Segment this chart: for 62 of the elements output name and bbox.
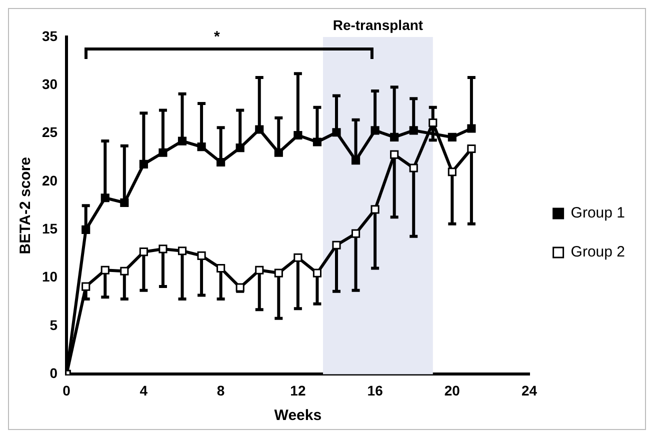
- y-tick-label: 20: [42, 172, 58, 188]
- point: [197, 251, 206, 260]
- point: [274, 148, 283, 157]
- x-tick-label: 24: [522, 382, 538, 398]
- x-tick-label: 4: [140, 382, 148, 398]
- annotation: *: [214, 28, 220, 46]
- point: [448, 132, 456, 142]
- point: [467, 124, 476, 133]
- y-tick-label: 25: [42, 124, 58, 140]
- point: [178, 136, 187, 146]
- band-label: Re-transplant: [332, 16, 424, 33]
- point: [428, 118, 438, 128]
- point: [409, 164, 418, 172]
- x-tick-label: 8: [216, 382, 225, 398]
- point: [332, 128, 341, 137]
- y-axis-title: BETA-2 score: [17, 156, 34, 254]
- y-tick-label: 0: [50, 365, 58, 382]
- point: [197, 142, 206, 152]
- x-tick-label: 0: [62, 382, 71, 398]
- point: [467, 144, 476, 154]
- point: [370, 126, 380, 135]
- point: [409, 126, 418, 135]
- point: [216, 158, 226, 167]
- point: [294, 130, 302, 140]
- y-tick-label: 15: [42, 220, 58, 237]
- point: [255, 125, 264, 134]
- point: [351, 156, 360, 165]
- point: [236, 144, 244, 152]
- point: [82, 282, 90, 291]
- point: [274, 268, 283, 278]
- point: [332, 240, 341, 250]
- point: [390, 150, 399, 159]
- point: [139, 248, 148, 256]
- point: [448, 168, 456, 176]
- point: [216, 264, 226, 273]
- point: [139, 160, 148, 168]
- point: [120, 266, 129, 276]
- point: [120, 198, 129, 207]
- point: [294, 253, 302, 262]
- point: [100, 194, 110, 202]
- y-tick-label: 5: [50, 316, 58, 333]
- y-tick-label: 35: [42, 28, 58, 44]
- point: [312, 268, 322, 278]
- point: [178, 246, 187, 256]
- point: [236, 283, 244, 292]
- x-axis-title: Weeks: [274, 407, 322, 424]
- x-tick-label: 20: [444, 382, 460, 398]
- y-tick-label: 10: [42, 268, 58, 285]
- x-tick-label: 12: [290, 382, 306, 398]
- point: [370, 205, 380, 214]
- point: [158, 148, 168, 157]
- x-tick-label: 16: [367, 382, 384, 398]
- legend-label: Group 1: [570, 204, 626, 222]
- point: [82, 225, 90, 234]
- point: [100, 266, 110, 274]
- point: [255, 266, 264, 274]
- legend-label: Group 2: [570, 244, 626, 261]
- point: [351, 229, 360, 238]
- point: [158, 244, 168, 254]
- y-tick-label: 30: [42, 76, 58, 92]
- point: [312, 138, 322, 146]
- point: [390, 132, 399, 142]
